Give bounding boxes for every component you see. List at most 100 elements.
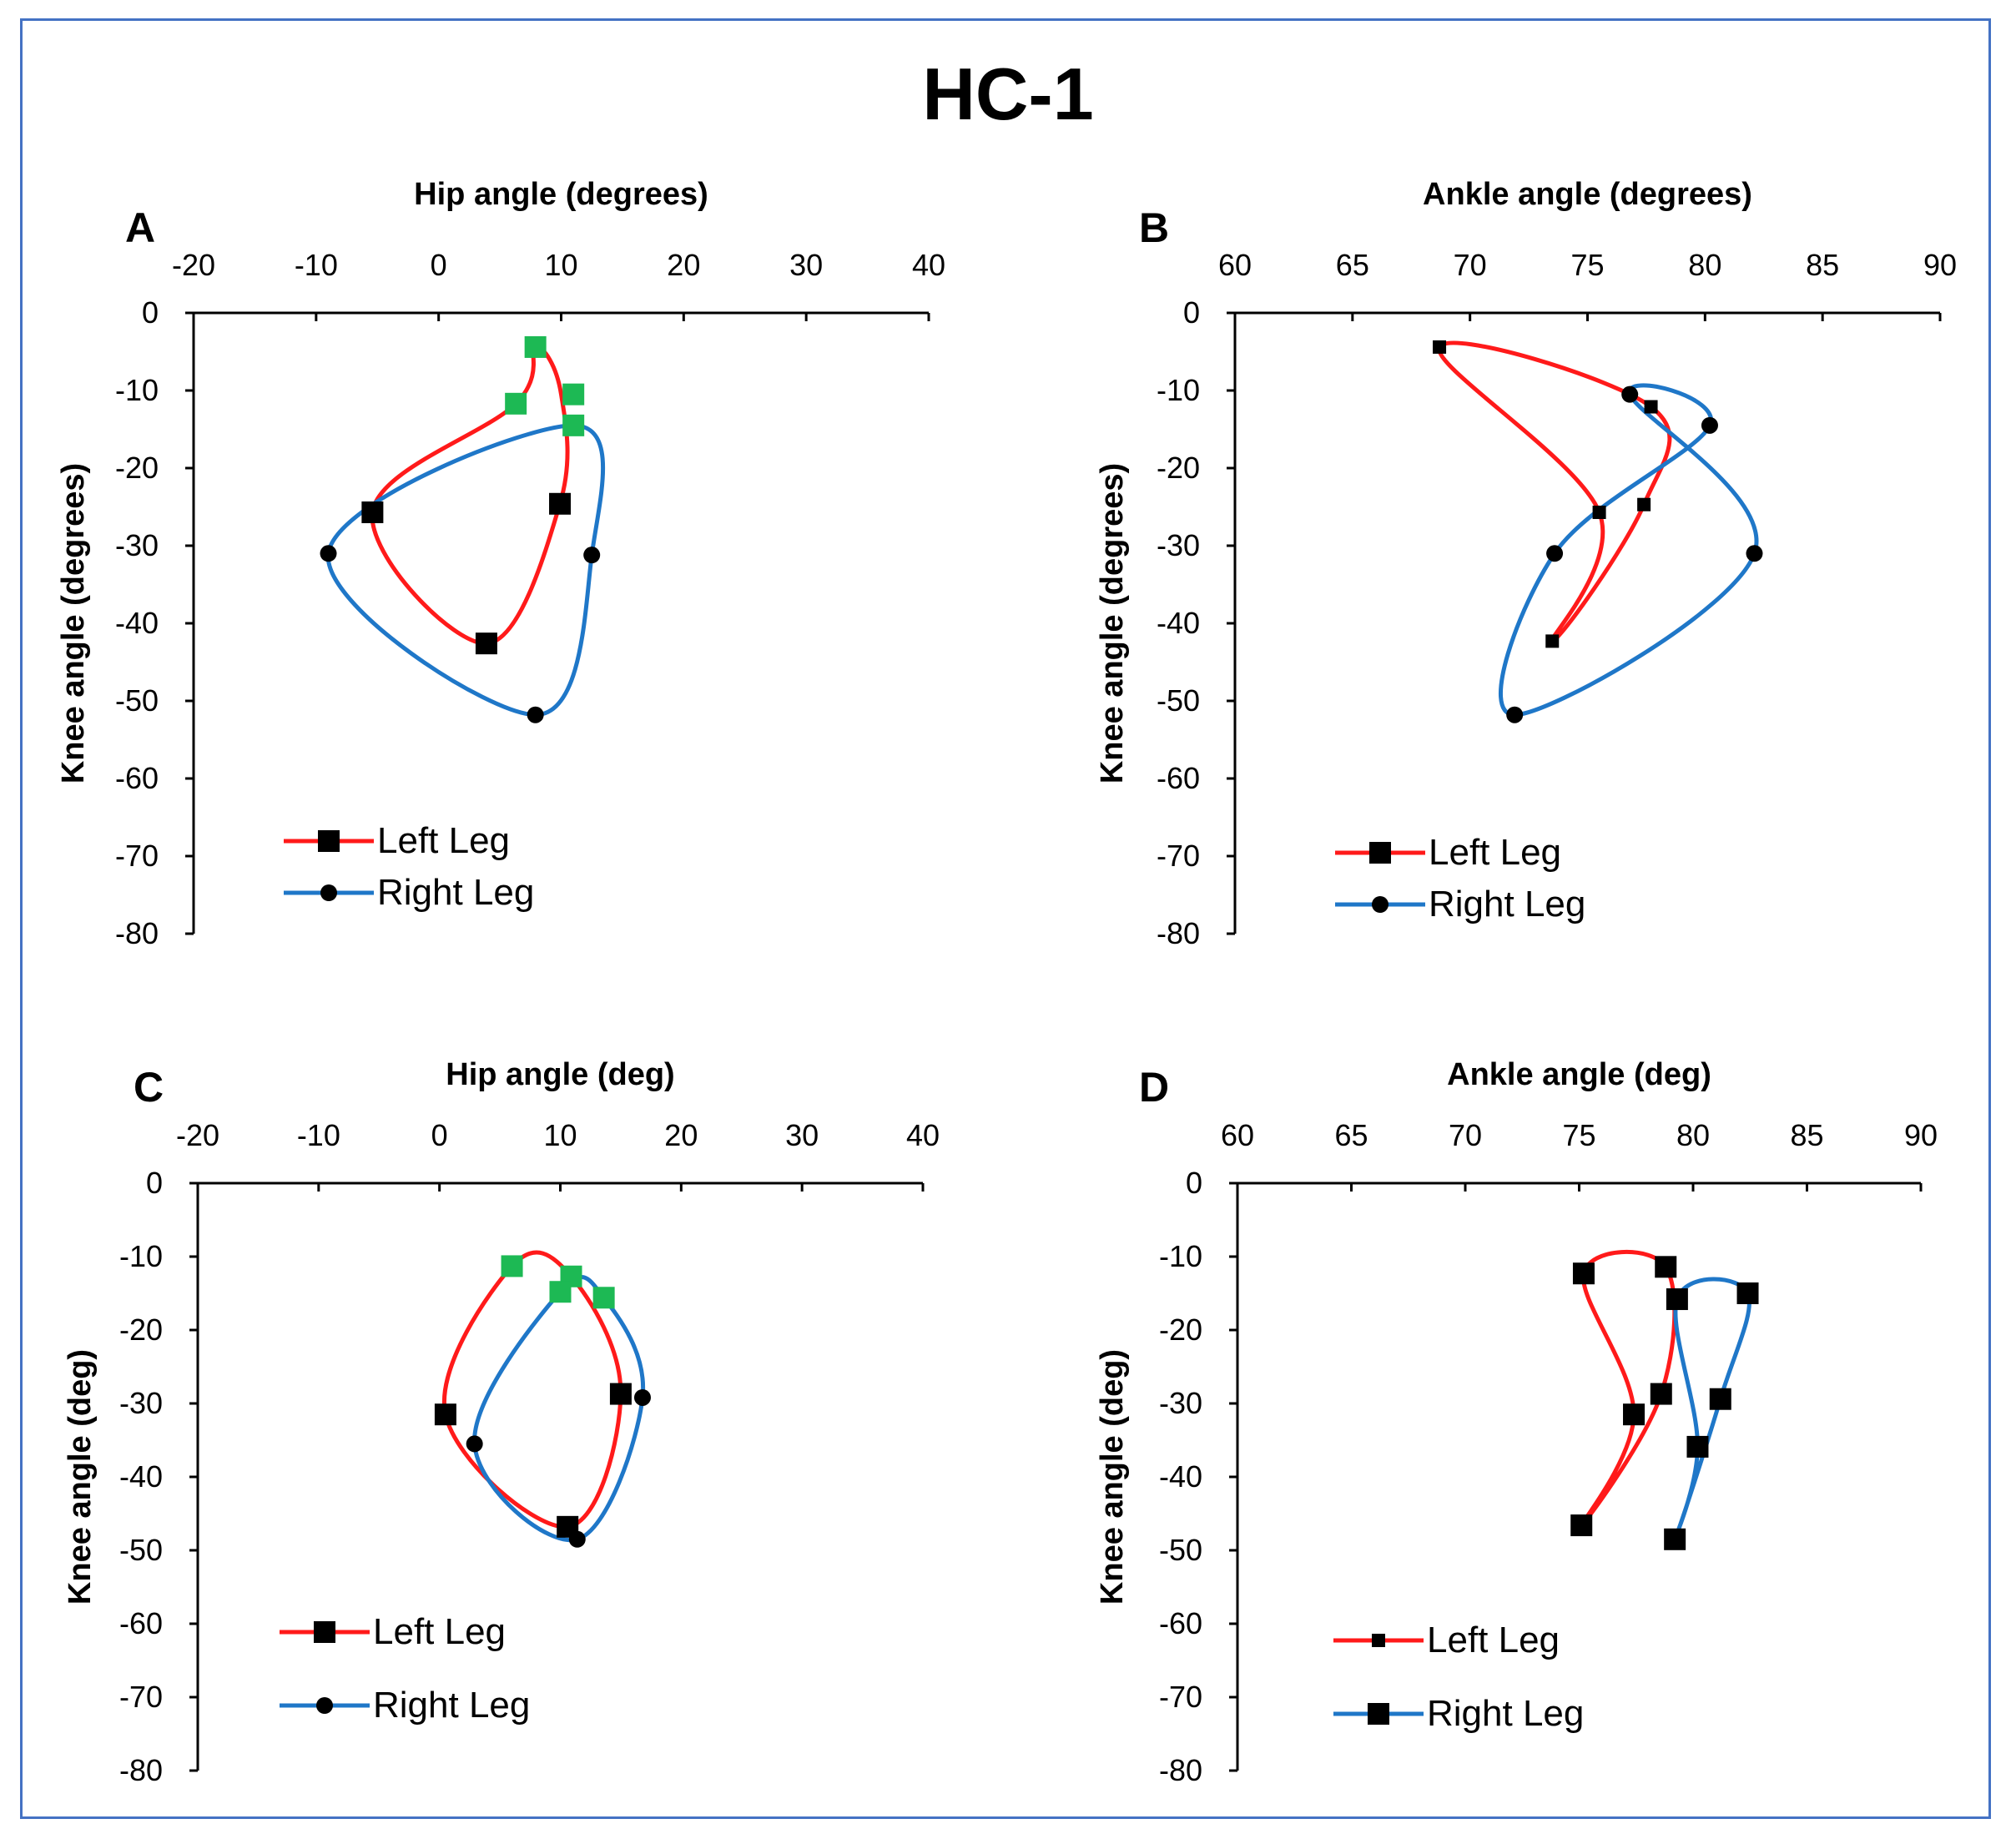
highlight-marker — [592, 1287, 615, 1309]
data-marker — [1644, 400, 1658, 414]
legend-marker — [1372, 896, 1389, 913]
y-tick-label: -50 — [1159, 1533, 1202, 1567]
x-axis-title: Hip angle (degrees) — [414, 177, 708, 212]
y-axis-title: Knee angle (deg) — [1095, 1349, 1130, 1605]
y-tick-label: -20 — [115, 451, 159, 485]
y-tick-label: 0 — [142, 295, 159, 330]
legend-label: Right Leg — [1427, 1693, 1584, 1734]
y-tick-label: -10 — [119, 1239, 163, 1273]
y-tick-label: -40 — [1159, 1459, 1202, 1494]
legend-marker — [1369, 842, 1391, 864]
y-tick-label: -60 — [1157, 761, 1200, 795]
x-tick-label: 60 — [1221, 1118, 1254, 1152]
y-tick-label: -50 — [119, 1533, 163, 1567]
highlight-marker — [505, 392, 527, 415]
right-leg-curve — [1499, 383, 1759, 718]
data-marker — [583, 547, 601, 564]
data-marker — [527, 706, 544, 723]
legend-label: Left Leg — [373, 1611, 506, 1652]
highlight-marker — [562, 383, 585, 406]
x-tick-label: 80 — [1676, 1118, 1710, 1152]
data-marker — [1655, 1256, 1677, 1278]
y-tick-label: -30 — [119, 1386, 163, 1420]
y-tick-label: -70 — [1159, 1680, 1202, 1714]
data-marker — [475, 632, 497, 655]
left-leg-curve — [370, 345, 570, 646]
highlight-marker — [524, 335, 547, 358]
x-axis-title: Hip angle (deg) — [446, 1057, 674, 1092]
data-marker — [1709, 1388, 1731, 1410]
y-tick-label: 0 — [146, 1166, 163, 1200]
data-marker — [1736, 1282, 1759, 1304]
x-tick-label: 90 — [1923, 248, 1957, 282]
data-marker — [466, 1435, 483, 1453]
y-tick-label: -70 — [119, 1680, 163, 1714]
x-tick-label: 60 — [1218, 248, 1252, 282]
x-tick-label: 65 — [1336, 248, 1369, 282]
x-axis-title: Ankle angle (deg) — [1447, 1057, 1711, 1092]
data-marker — [1701, 416, 1718, 434]
data-marker — [633, 1388, 651, 1406]
legend-marker — [316, 1697, 333, 1714]
data-marker — [1650, 1383, 1672, 1405]
x-tick-label: 0 — [431, 248, 447, 282]
x-tick-label: 20 — [664, 1118, 698, 1152]
chart-panel-c: C Hip angle (deg) Knee angle (deg) -20 -10 0 1… — [63, 1057, 940, 1787]
y-tick-label: 0 — [1183, 295, 1200, 330]
data-marker — [1506, 706, 1524, 723]
y-tick-label: -60 — [119, 1606, 163, 1640]
y-tick-label: -80 — [1159, 1753, 1202, 1787]
y-tick-label: -70 — [115, 839, 159, 873]
legend-marker — [1372, 1634, 1385, 1647]
right-leg-curve — [325, 423, 606, 718]
y-tick-label: -60 — [1159, 1606, 1202, 1640]
data-marker — [568, 1530, 586, 1548]
x-tick-label: 85 — [1790, 1118, 1823, 1152]
x-tick-label: 20 — [667, 248, 700, 282]
figure-border — [20, 18, 1991, 1819]
data-marker — [1545, 634, 1560, 648]
y-tick-label: -30 — [115, 528, 159, 562]
y-tick-label: -20 — [119, 1312, 163, 1347]
data-marker — [1546, 545, 1564, 562]
y-tick-label: -50 — [115, 683, 159, 718]
legend-label: Right Leg — [377, 872, 534, 913]
y-axis-title: Knee angle (degrees) — [56, 463, 91, 783]
data-marker — [609, 1383, 632, 1405]
highlight-marker — [549, 1281, 572, 1303]
legend-label: Left Leg — [1429, 832, 1561, 873]
data-marker — [1746, 545, 1763, 562]
x-tick-label: 75 — [1570, 248, 1604, 282]
x-tick-label: 10 — [543, 1118, 577, 1152]
right-leg-curve — [472, 1275, 646, 1543]
left-leg-curve — [1437, 340, 1672, 643]
y-tick-label: -10 — [1159, 1239, 1202, 1273]
y-axis-title: Knee angle (degrees) — [1095, 463, 1130, 783]
x-tick-label: 70 — [1449, 1118, 1482, 1152]
data-marker — [1570, 1514, 1593, 1537]
x-tick-label: 30 — [789, 248, 823, 282]
panel-letter: A — [125, 204, 155, 251]
x-tick-label: 40 — [906, 1118, 940, 1152]
legend-label: Right Leg — [373, 1685, 530, 1726]
x-tick-label: -20 — [176, 1118, 219, 1152]
y-tick-label: -40 — [115, 606, 159, 640]
x-tick-label: -10 — [297, 1118, 340, 1152]
x-tick-label: 85 — [1806, 248, 1839, 282]
highlight-marker — [562, 414, 585, 436]
x-tick-label: 40 — [912, 248, 945, 282]
x-tick-label: 80 — [1688, 248, 1721, 282]
y-axis-title: Knee angle (deg) — [63, 1349, 98, 1605]
data-marker — [434, 1403, 456, 1426]
legend-label: Left Leg — [377, 820, 510, 861]
y-tick-label: 0 — [1186, 1166, 1202, 1200]
y-tick-label: -10 — [115, 373, 159, 407]
legend-marker — [320, 884, 337, 901]
x-tick-label: 90 — [1904, 1118, 1938, 1152]
y-tick-label: -40 — [1157, 606, 1200, 640]
x-tick-label: 65 — [1334, 1118, 1368, 1152]
y-tick-label: -20 — [1159, 1312, 1202, 1347]
data-marker — [1664, 1528, 1686, 1550]
legend-marker — [314, 1621, 335, 1643]
